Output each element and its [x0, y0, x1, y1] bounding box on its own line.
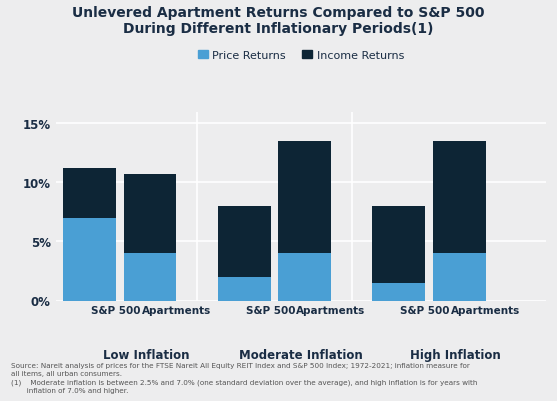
Bar — [373, 283, 425, 301]
Text: Low Inflation: Low Inflation — [103, 348, 189, 361]
Bar — [124, 254, 177, 301]
Bar — [218, 207, 271, 277]
Text: Unlevered Apartment Returns Compared to S&P 500
During Different Inflationary Pe: Unlevered Apartment Returns Compared to … — [72, 6, 485, 36]
Bar — [63, 218, 116, 301]
Bar — [63, 169, 116, 218]
Text: Source: Nareit analysis of prices for the FTSE Nareit All Equity REIT Index and : Source: Nareit analysis of prices for th… — [11, 363, 477, 393]
Text: High Inflation: High Inflation — [410, 348, 501, 361]
Bar — [278, 142, 331, 254]
Legend: Price Returns, Income Returns: Price Returns, Income Returns — [193, 46, 408, 65]
Text: Moderate Inflation: Moderate Inflation — [239, 348, 363, 361]
Bar — [218, 277, 271, 301]
Bar — [433, 254, 486, 301]
Bar — [433, 142, 486, 254]
Bar — [373, 207, 425, 283]
Bar — [278, 254, 331, 301]
Bar — [124, 175, 177, 254]
